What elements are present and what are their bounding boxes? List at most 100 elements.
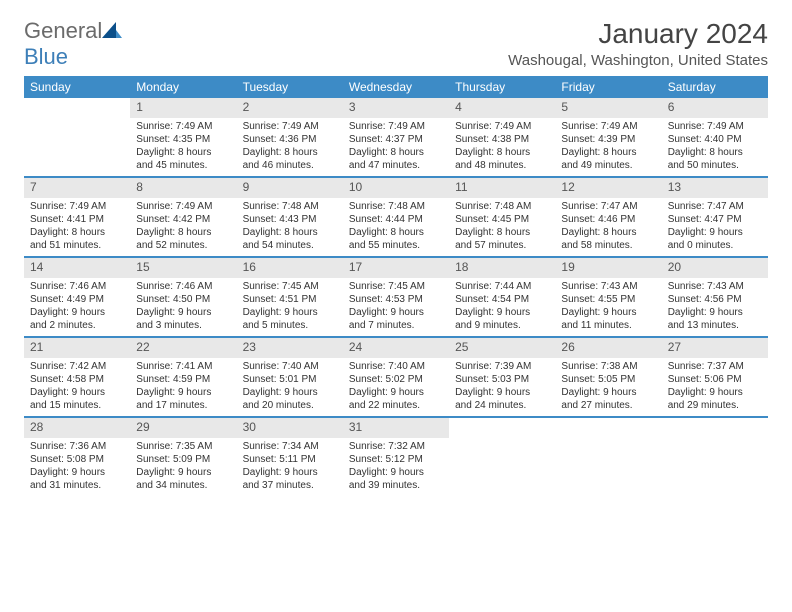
day-cell: 11Sunrise: 7:48 AMSunset: 4:45 PMDayligh… <box>449 178 555 256</box>
daylight-text: Daylight: 8 hours and 55 minutes. <box>349 226 443 252</box>
day-number: 28 <box>24 418 130 438</box>
weekday-header: Saturday <box>662 76 768 98</box>
sunset-text: Sunset: 5:09 PM <box>136 453 230 466</box>
day-info <box>662 422 768 428</box>
brand-logo: GeneralBlue <box>24 18 122 70</box>
day-info: Sunrise: 7:37 AMSunset: 5:06 PMDaylight:… <box>662 358 768 416</box>
daylight-text: Daylight: 9 hours and 5 minutes. <box>243 306 337 332</box>
daylight-text: Daylight: 9 hours and 7 minutes. <box>349 306 443 332</box>
weeks-container: 1Sunrise: 7:49 AMSunset: 4:35 PMDaylight… <box>24 98 768 496</box>
day-cell: 7Sunrise: 7:49 AMSunset: 4:41 PMDaylight… <box>24 178 130 256</box>
day-number: 24 <box>343 338 449 358</box>
daylight-text: Daylight: 9 hours and 27 minutes. <box>561 386 655 412</box>
daylight-text: Daylight: 8 hours and 52 minutes. <box>136 226 230 252</box>
sunset-text: Sunset: 4:54 PM <box>455 293 549 306</box>
sunrise-text: Sunrise: 7:40 AM <box>243 360 337 373</box>
sunrise-text: Sunrise: 7:49 AM <box>30 200 124 213</box>
day-number: 27 <box>662 338 768 358</box>
day-info: Sunrise: 7:49 AMSunset: 4:40 PMDaylight:… <box>662 118 768 176</box>
day-info: Sunrise: 7:49 AMSunset: 4:36 PMDaylight:… <box>237 118 343 176</box>
day-info: Sunrise: 7:45 AMSunset: 4:53 PMDaylight:… <box>343 278 449 336</box>
daylight-text: Daylight: 8 hours and 48 minutes. <box>455 146 549 172</box>
day-cell: 6Sunrise: 7:49 AMSunset: 4:40 PMDaylight… <box>662 98 768 176</box>
day-cell: 10 Sunrise: 7:48 AMSunset: 4:44 PMDayligh… <box>343 178 449 256</box>
day-info: Sunrise: 7:36 AMSunset: 5:08 PMDaylight:… <box>24 438 130 496</box>
day-number: 10 <box>343 178 449 198</box>
daylight-text: Daylight: 9 hours and 9 minutes. <box>455 306 549 332</box>
day-number: 14 <box>24 258 130 278</box>
day-number: 29 <box>130 418 236 438</box>
day-info: Sunrise: 7:49 AMSunset: 4:42 PMDaylight:… <box>130 198 236 256</box>
day-cell: 25Sunrise: 7:39 AMSunset: 5:03 PMDayligh… <box>449 338 555 416</box>
day-number: 3 <box>343 98 449 118</box>
daylight-text: Daylight: 8 hours and 47 minutes. <box>349 146 443 172</box>
day-number: 7 <box>24 178 130 198</box>
day-cell: 1Sunrise: 7:49 AMSunset: 4:35 PMDaylight… <box>130 98 236 176</box>
week-row: 1Sunrise: 7:49 AMSunset: 4:35 PMDaylight… <box>24 98 768 178</box>
day-cell: 22Sunrise: 7:41 AMSunset: 4:59 PMDayligh… <box>130 338 236 416</box>
sunset-text: Sunset: 5:01 PM <box>243 373 337 386</box>
sunrise-text: Sunrise: 7:45 AM <box>349 280 443 293</box>
day-cell: 5Sunrise: 7:49 AMSunset: 4:39 PMDaylight… <box>555 98 661 176</box>
sunset-text: Sunset: 5:02 PM <box>349 373 443 386</box>
sunset-text: Sunset: 5:08 PM <box>30 453 124 466</box>
day-cell: 2Sunrise: 7:49 AMSunset: 4:36 PMDaylight… <box>237 98 343 176</box>
sunrise-text: Sunrise: 7:42 AM <box>30 360 124 373</box>
day-info: Sunrise: 7:49 AMSunset: 4:41 PMDaylight:… <box>24 198 130 256</box>
day-info: Sunrise: 7:44 AMSunset: 4:54 PMDaylight:… <box>449 278 555 336</box>
daylight-text: Daylight: 8 hours and 46 minutes. <box>243 146 337 172</box>
day-number: 16 <box>237 258 343 278</box>
sunset-text: Sunset: 4:39 PM <box>561 133 655 146</box>
day-cell: 29Sunrise: 7:35 AMSunset: 5:09 PMDayligh… <box>130 418 236 496</box>
day-info: Sunrise: 7:49 AMSunset: 4:39 PMDaylight:… <box>555 118 661 176</box>
sunset-text: Sunset: 4:59 PM <box>136 373 230 386</box>
sunset-text: Sunset: 4:44 PM <box>349 213 443 226</box>
sunrise-text: Sunrise: 7:49 AM <box>243 120 337 133</box>
day-info: Sunrise: 7:48 AMSunset: 4:43 PMDaylight:… <box>237 198 343 256</box>
week-row: 21Sunrise: 7:42 AMSunset: 4:58 PMDayligh… <box>24 338 768 418</box>
day-number: 11 <box>449 178 555 198</box>
day-info: Sunrise: 7:47 AMSunset: 4:47 PMDaylight:… <box>662 198 768 256</box>
brand-part1: General <box>24 18 102 43</box>
day-number: 6 <box>662 98 768 118</box>
day-number: 17 <box>343 258 449 278</box>
daylight-text: Daylight: 9 hours and 20 minutes. <box>243 386 337 412</box>
location-subtitle: Washougal, Washington, United States <box>508 52 768 69</box>
day-info: Sunrise: 7:45 AMSunset: 4:51 PMDaylight:… <box>237 278 343 336</box>
day-info: Sunrise: 7:35 AMSunset: 5:09 PMDaylight:… <box>130 438 236 496</box>
sunset-text: Sunset: 4:47 PM <box>668 213 762 226</box>
daylight-text: Daylight: 9 hours and 39 minutes. <box>349 466 443 492</box>
daylight-text: Daylight: 8 hours and 58 minutes. <box>561 226 655 252</box>
brand-part2: Blue <box>24 44 68 69</box>
sunset-text: Sunset: 5:05 PM <box>561 373 655 386</box>
week-row: 28Sunrise: 7:36 AMSunset: 5:08 PMDayligh… <box>24 418 768 496</box>
day-cell: 28Sunrise: 7:36 AMSunset: 5:08 PMDayligh… <box>24 418 130 496</box>
day-info: Sunrise: 7:34 AMSunset: 5:11 PMDaylight:… <box>237 438 343 496</box>
day-number: 31 <box>343 418 449 438</box>
day-info: Sunrise: 7:32 AMSunset: 5:12 PMDaylight:… <box>343 438 449 496</box>
day-info: Sunrise: 7:40 AMSunset: 5:01 PMDaylight:… <box>237 358 343 416</box>
week-row: 14Sunrise: 7:46 AMSunset: 4:49 PMDayligh… <box>24 258 768 338</box>
weekday-header: Thursday <box>449 76 555 98</box>
day-cell: 27Sunrise: 7:37 AMSunset: 5:06 PMDayligh… <box>662 338 768 416</box>
sunrise-text: Sunrise: 7:43 AM <box>561 280 655 293</box>
day-number: 21 <box>24 338 130 358</box>
daylight-text: Daylight: 9 hours and 22 minutes. <box>349 386 443 412</box>
day-info: Sunrise: 7:47 AMSunset: 4:46 PMDaylight:… <box>555 198 661 256</box>
sunrise-text: Sunrise: 7:49 AM <box>136 200 230 213</box>
sunrise-text: Sunrise: 7:49 AM <box>455 120 549 133</box>
sunrise-text: Sunrise: 7:48 AM <box>349 200 443 213</box>
daylight-text: Daylight: 8 hours and 51 minutes. <box>30 226 124 252</box>
day-cell: 9Sunrise: 7:48 AMSunset: 4:43 PMDaylight… <box>237 178 343 256</box>
daylight-text: Daylight: 9 hours and 29 minutes. <box>668 386 762 412</box>
day-number: 9 <box>237 178 343 198</box>
daylight-text: Daylight: 9 hours and 15 minutes. <box>30 386 124 412</box>
sail-icon <box>102 18 122 44</box>
daylight-text: Daylight: 9 hours and 31 minutes. <box>30 466 124 492</box>
sunrise-text: Sunrise: 7:41 AM <box>136 360 230 373</box>
day-info: Sunrise: 7:49 AMSunset: 4:37 PMDaylight:… <box>343 118 449 176</box>
day-info: Sunrise: 7:48 AMSunset: 4:45 PMDaylight:… <box>449 198 555 256</box>
day-number: 20 <box>662 258 768 278</box>
day-number: 8 <box>130 178 236 198</box>
sunset-text: Sunset: 4:45 PM <box>455 213 549 226</box>
